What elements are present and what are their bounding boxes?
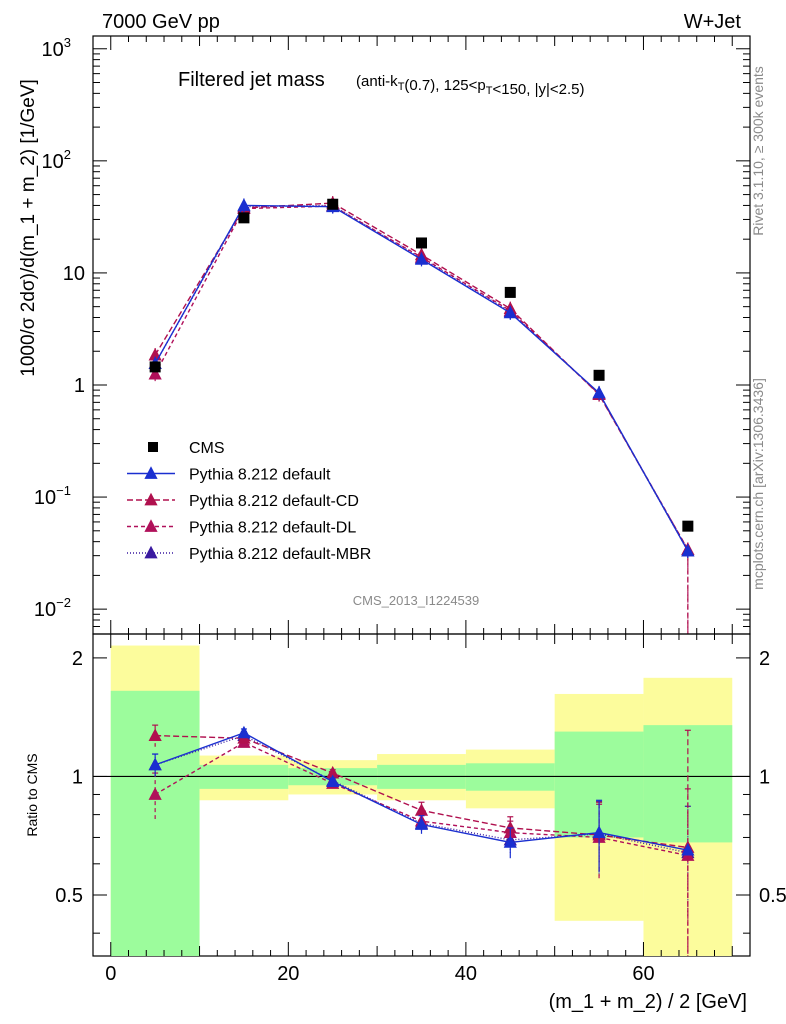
ratio-ytick-label: 0.5 <box>55 885 83 907</box>
rivet-version-label: Rivet 3.1.10, ≥ 300k events <box>750 66 766 236</box>
legend-label: Pythia 8.212 default-MBR <box>189 546 371 563</box>
plot-title: Filtered jet mass <box>178 69 325 91</box>
xtick-label: 0 <box>105 963 116 985</box>
plot-subtitle: (anti-kT(0.7), 125<pT<150, |y|<2.5) <box>356 73 585 98</box>
energy-label: 7000 GeV pp <box>102 11 220 33</box>
ratio-uncertainty-bands <box>110 645 733 956</box>
legend-marker-cms <box>148 442 158 452</box>
process-label: W+Jet <box>684 11 742 33</box>
mc-point <box>681 543 695 557</box>
xtick-label: 20 <box>277 963 299 985</box>
main-ytick-label: 10 <box>63 263 85 285</box>
ratio-point <box>681 842 695 856</box>
mc-point <box>414 252 429 265</box>
main-ytick-label: 102 <box>42 147 71 173</box>
cms-data-point <box>238 212 250 224</box>
main-ytick-label: 10−1 <box>34 483 71 509</box>
xlabel: (m_1 + m_2) / 2 [GeV] <box>549 991 747 1013</box>
main-ytick-label: 10−2 <box>34 595 71 621</box>
ratio-point <box>326 774 340 788</box>
main-ytick-label: 1 <box>74 375 85 397</box>
legend-label: Pythia 8.212 default-CD <box>189 493 359 510</box>
ratio-plot-frame <box>92 633 751 957</box>
cms-data-point <box>504 286 516 298</box>
main-plot-frame <box>92 35 751 635</box>
mc-point <box>148 366 162 380</box>
xtick-label: 60 <box>632 963 654 985</box>
legend: CMS Pythia 8.212 default Pythia 8.212 defa… <box>127 440 371 563</box>
legend-marker <box>144 466 158 479</box>
ratio-ytick-label-right: 1 <box>759 766 770 788</box>
cms-data-point <box>682 520 694 532</box>
ratio-ytick-label-right: 0.5 <box>759 885 786 907</box>
ratio-point <box>503 835 517 848</box>
ratio-ytick-label: 1 <box>72 766 83 788</box>
cms-data-point <box>416 237 427 249</box>
legend-marker <box>144 492 158 506</box>
cms-data-point <box>593 369 605 381</box>
ratio-point <box>237 725 251 739</box>
ratio-point <box>148 728 162 741</box>
ratio-ytick-label-right: 2 <box>759 648 770 670</box>
ratio-point <box>326 765 340 779</box>
legend-label: Pythia 8.212 default <box>189 467 331 484</box>
legend-label: Pythia 8.212 default-DL <box>189 520 356 537</box>
analysis-id: CMS_2013_I1224539 <box>353 593 480 608</box>
mc-point <box>592 385 606 399</box>
legend-label: CMS <box>189 440 225 457</box>
ratio-point <box>414 817 429 830</box>
ratio-ytick-label: 2 <box>72 648 83 670</box>
legend-marker <box>144 519 158 532</box>
mc-point <box>237 198 251 211</box>
ratio-ylabel: Ratio to CMS <box>24 753 40 836</box>
ratio-point <box>503 820 517 834</box>
mcplots-label: mcplots.cern.ch [arXiv:1306.3436] <box>750 378 766 590</box>
ratio-point <box>148 757 162 771</box>
ratio-point <box>592 825 606 839</box>
cms-data-point <box>327 198 339 210</box>
main-ytick-label: 103 <box>42 35 71 61</box>
cms-data-point <box>149 361 161 373</box>
main-ylabel: 1000/σ 2dσ)/d(m_1 + m_2) [1/GeV] <box>18 79 39 377</box>
legend-marker <box>144 545 158 559</box>
mc-point <box>503 305 517 319</box>
ratio-point <box>148 787 162 800</box>
ratio-point <box>414 803 429 816</box>
xtick-label: 40 <box>455 963 477 985</box>
